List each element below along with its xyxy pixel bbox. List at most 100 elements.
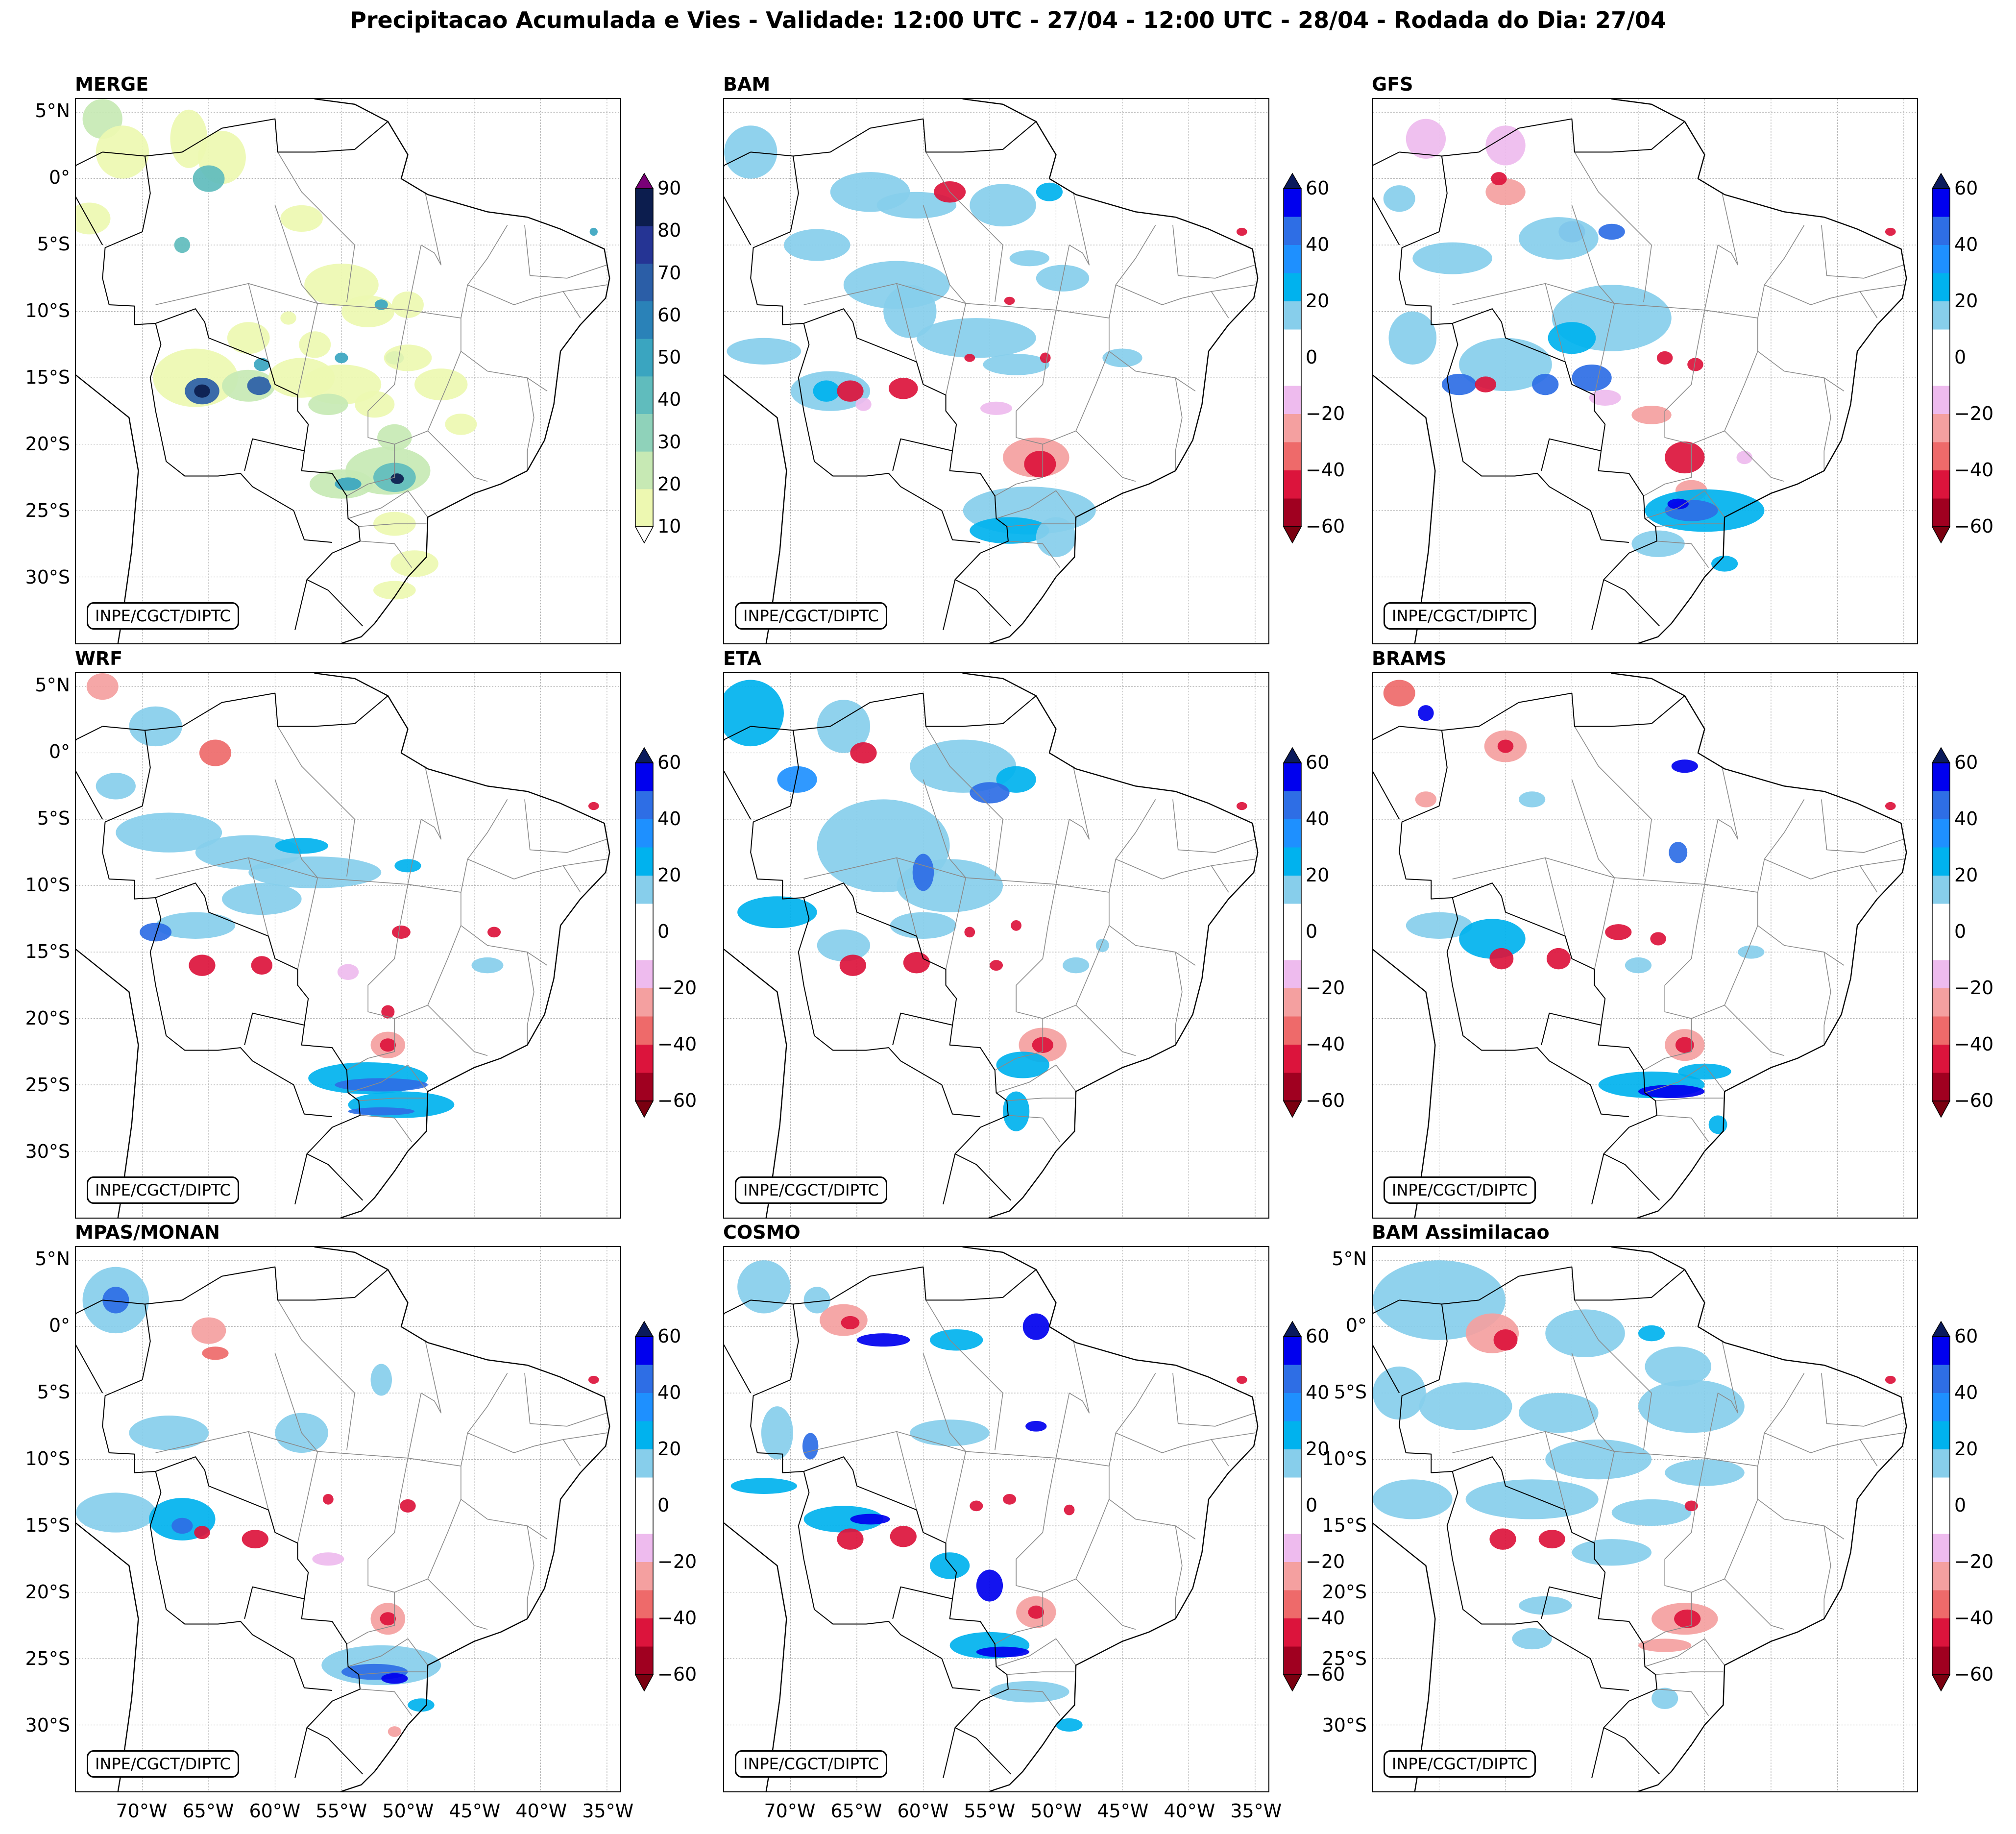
- precip-cell: [1491, 172, 1507, 186]
- country-border: [102, 1266, 389, 1305]
- state-border: [427, 430, 488, 482]
- lon-label: 55°W: [316, 1800, 367, 1822]
- panel-title-brams: BRAMS: [1372, 648, 1447, 669]
- precip-cell: [194, 384, 210, 398]
- precip-cell: [856, 1333, 910, 1347]
- lon-label: 60°W: [897, 1800, 949, 1822]
- state-border: [1109, 1466, 1196, 1540]
- precip-cell: [1489, 948, 1514, 970]
- precip-cell: [1598, 223, 1625, 240]
- country-border: [244, 1586, 305, 1619]
- lat-label: 5°N: [1332, 1248, 1367, 1270]
- precip-cell: [916, 318, 1036, 358]
- precip-cell: [1589, 390, 1621, 406]
- colorbar-segment: [635, 1365, 653, 1394]
- state-border: [1664, 884, 1758, 1019]
- colorbar-tick: −20: [657, 1551, 697, 1572]
- precip-cell: [199, 739, 231, 766]
- precip-cell: [976, 1569, 1003, 1602]
- panel-title-bamassim: BAM Assimilacao: [1372, 1222, 1550, 1243]
- state-border: [274, 779, 318, 878]
- panel-title-bam: BAM: [723, 73, 771, 95]
- precip-cell: [384, 344, 432, 371]
- country-border: [943, 579, 956, 631]
- colorbar-tick: 80: [657, 220, 681, 242]
- state-border: [1645, 490, 1725, 519]
- precip-cell: [381, 1005, 395, 1019]
- country-border: [102, 692, 389, 731]
- coastline: [314, 673, 610, 1218]
- precip-cell: [1611, 1499, 1692, 1526]
- precip-cell: [1028, 1605, 1044, 1619]
- colorbar-segment: [1284, 189, 1301, 217]
- colorbar-segment: [1932, 1421, 1950, 1450]
- precip-cell: [1548, 322, 1596, 354]
- state-border: [524, 225, 607, 279]
- lat-label: 5°N: [35, 674, 70, 696]
- precip-cell: [1004, 296, 1015, 305]
- lat-label: 25°S: [25, 1648, 70, 1670]
- state-border: [1211, 291, 1229, 318]
- colorbar-bam: [1283, 173, 1302, 543]
- lat-label: 10°S: [1322, 1448, 1367, 1470]
- state-border: [1823, 377, 1831, 471]
- colorbar-segment: [1284, 414, 1301, 442]
- colorbar-tick: −40: [657, 1607, 697, 1629]
- colorbar-segment: [1932, 1506, 1950, 1534]
- precip-cell: [388, 1726, 401, 1737]
- precip-cell: [1519, 217, 1599, 260]
- country-border: [892, 1012, 953, 1046]
- precip-cell: [1022, 1313, 1049, 1340]
- state-border: [1109, 892, 1196, 966]
- lat-label: 20°S: [25, 1007, 70, 1029]
- precip-cell: [730, 1478, 798, 1494]
- colorbar-extend-bottom: [1283, 1100, 1302, 1118]
- lat-label: 30°S: [25, 1141, 70, 1163]
- state-border: [1859, 865, 1878, 893]
- state-border: [1055, 1340, 1090, 1459]
- state-border: [925, 151, 1003, 302]
- precip-cell: [910, 739, 1017, 793]
- precip-cell: [803, 1287, 830, 1314]
- lon-label: 70°W: [116, 1800, 168, 1822]
- state-border: [467, 858, 607, 880]
- map-panel-brams: INPE/CGCT/DIPTC: [1372, 672, 1918, 1219]
- colorbar-segment: [1932, 876, 1950, 904]
- colorbar-segment: [1284, 498, 1301, 527]
- lon-label: 45°W: [449, 1800, 501, 1822]
- colorbar-segment: [635, 301, 653, 340]
- precip-cell: [964, 927, 975, 938]
- precip-cell: [1605, 924, 1632, 940]
- country-border: [1591, 1153, 1604, 1205]
- state-border: [1016, 1458, 1110, 1593]
- precip-cell: [194, 1526, 210, 1540]
- precip-cell: [202, 1346, 229, 1360]
- precip-cell: [783, 229, 850, 261]
- precip-cell: [1638, 1325, 1665, 1342]
- lat-label: 10°S: [25, 300, 70, 322]
- colorbar-tick: 40: [1306, 808, 1330, 830]
- state-border: [1116, 1432, 1256, 1453]
- precip-cell: [251, 956, 273, 975]
- colorbar-segment: [635, 189, 653, 227]
- precip-cell: [102, 1287, 129, 1314]
- colorbar-tick: 40: [657, 1382, 681, 1403]
- state-border: [1757, 318, 1845, 391]
- state-border: [1655, 523, 1724, 527]
- state-border: [1594, 878, 1615, 970]
- country-border: [244, 438, 305, 471]
- state-border: [1656, 1115, 1709, 1143]
- state-border: [1172, 799, 1256, 853]
- colorbar-extend-bottom: [1283, 1674, 1302, 1691]
- precip-cell: [1373, 1479, 1453, 1519]
- colorbar-segment: [1932, 1073, 1950, 1101]
- precip-cell: [280, 311, 296, 325]
- colorbar-tick: −60: [657, 1663, 697, 1685]
- precip-cell: [373, 581, 416, 600]
- precip-cell: [1063, 957, 1090, 974]
- precip-cell: [242, 1530, 268, 1549]
- precip-cell: [929, 1329, 983, 1351]
- lat-label: 5°S: [37, 1381, 70, 1403]
- colorbar-tick: 40: [657, 808, 681, 830]
- colorbar-tick: −60: [1954, 1663, 1994, 1685]
